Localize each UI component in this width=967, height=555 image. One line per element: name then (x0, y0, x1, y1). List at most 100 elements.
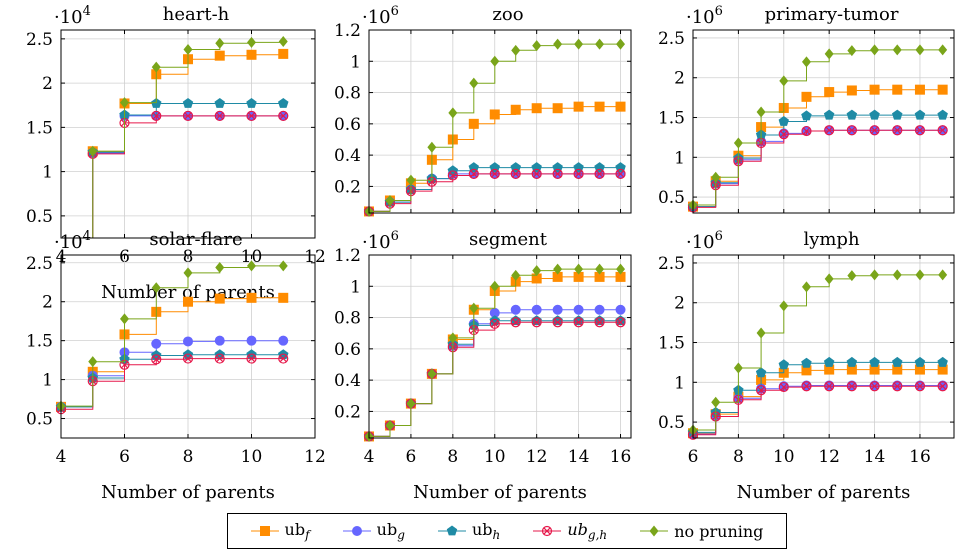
data-point-ub_gh (937, 381, 948, 392)
legend-marker-ub_gh (542, 525, 553, 537)
series-line-ub_f (692, 369, 943, 438)
data-point-ub_gh (151, 110, 162, 121)
data-point-ub_f (183, 296, 193, 307)
data-point-no_pruning (779, 300, 789, 312)
data-point-ub_f (214, 50, 225, 61)
data-point-ub_gh (892, 125, 903, 136)
axis-exponent: ·106 (362, 4, 399, 28)
data-point-no_pruning (801, 281, 811, 293)
data-point-ub_f (468, 118, 479, 129)
data-point-ub_gh (615, 317, 626, 328)
data-point-ub_gh (278, 353, 289, 364)
chart-title: primary-tumor (765, 4, 899, 25)
data-point-ub_h (823, 109, 835, 120)
data-point-ub_gh (531, 168, 542, 179)
data-point-no_pruning (511, 44, 521, 56)
data-point-ub_f (278, 292, 289, 303)
data-point-ub_gh (489, 318, 500, 329)
data-point-ub_h (846, 356, 858, 367)
data-point-ub_g (246, 335, 257, 346)
y-tick-label: 1 (350, 277, 361, 297)
data-point-ub_h (755, 367, 767, 378)
data-point-ub_g (615, 304, 626, 315)
series-no_pruning (688, 269, 948, 438)
series-ub_f (56, 292, 289, 438)
data-point-ub_gh (755, 385, 767, 396)
y-tick-label: 2 (42, 293, 53, 313)
data-point-ub_h (914, 109, 926, 120)
x-tick-label: 4 (56, 447, 67, 467)
data-point-ub_h (914, 356, 926, 367)
data-point-ub_gh (510, 317, 521, 328)
x-tick-label: 14 (568, 447, 590, 467)
data-point-ub_f (801, 91, 812, 102)
data-point-no_pruning (278, 260, 288, 272)
data-point-ub_gh (278, 110, 289, 121)
chart-title: zoo (492, 4, 523, 25)
data-point-ub_f (489, 109, 500, 120)
axes-frame (368, 29, 632, 214)
x-axis-label: Number of parents (413, 482, 587, 503)
legend-item-ub_gh: ubg,h (533, 520, 607, 542)
axis-exponent: ·104 (54, 4, 91, 28)
y-tick-label: 0.6 (334, 340, 361, 360)
data-point-no_pruning (469, 302, 479, 314)
data-point-ub_h (246, 98, 257, 108)
data-point-no_pruning (151, 282, 161, 294)
data-point-ub_gh (214, 110, 225, 121)
data-point-ub_f (892, 84, 903, 95)
series-ub_h (687, 356, 948, 438)
axis-exponent: ·104 (54, 229, 91, 253)
series-ub_gh (687, 381, 948, 440)
y-tick-label: 0.5 (26, 207, 53, 227)
data-point-ub_h (489, 315, 500, 326)
legend-label: ubh (471, 519, 501, 543)
data-point-no_pruning (183, 43, 193, 55)
x-tick-label: 4 (364, 447, 375, 467)
legend-marker-ub_g (351, 526, 362, 536)
data-point-ub_f (824, 87, 835, 98)
data-point-no_pruning (553, 38, 563, 50)
data-point-ub_g (278, 335, 289, 346)
data-point-no_pruning (120, 313, 129, 325)
data-point-no_pruning (595, 263, 605, 275)
data-point-ub_h (823, 356, 835, 367)
data-point-no_pruning (88, 356, 98, 368)
data-point-no_pruning (120, 97, 129, 109)
data-point-no_pruning (215, 261, 225, 273)
y-tick-label: 1.5 (658, 334, 685, 354)
series-no_pruning (364, 263, 626, 442)
y-tick-label: 2.5 (26, 30, 53, 50)
data-point-ub_f (892, 364, 903, 375)
chart-title: lymph (803, 229, 860, 250)
y-tick-label: 0.8 (334, 309, 361, 329)
data-point-ub_f (824, 364, 835, 375)
data-point-no_pruning (490, 55, 500, 67)
data-point-ub_g (489, 307, 500, 318)
y-tick-label: 0.6 (334, 115, 361, 135)
data-point-ub_f (869, 84, 880, 95)
data-point-ub_gh (468, 168, 479, 179)
legend-marker-no_pruning (649, 525, 659, 537)
data-point-ub_f (846, 85, 857, 96)
data-point-ub_gh (778, 381, 789, 393)
data-point-ub_gh (246, 353, 257, 364)
chart-panel-segment: 0.2 0.4 0.6 0.8 1 1.2 4 6 8 10 12 14 16 ·106 segment Nu… (334, 229, 632, 503)
data-point-ub_gh (937, 125, 948, 136)
data-point-ub_gh (214, 353, 225, 364)
data-point-ub_gh (594, 168, 605, 179)
x-tick-label: 8 (447, 447, 458, 467)
data-point-ub_gh (869, 381, 880, 392)
data-point-ub_gh (552, 168, 563, 179)
data-point-ub_gh (489, 168, 500, 179)
data-point-no_pruning (448, 107, 458, 119)
data-point-no_pruning (892, 269, 902, 281)
legend-swatch (640, 525, 669, 537)
data-point-ub_f (278, 48, 289, 59)
data-point-no_pruning (756, 106, 766, 118)
data-point-no_pruning (595, 38, 605, 50)
data-point-ub_f (801, 365, 812, 376)
data-point-no_pruning (870, 269, 880, 281)
y-tick-label: 0.5 (658, 413, 685, 433)
